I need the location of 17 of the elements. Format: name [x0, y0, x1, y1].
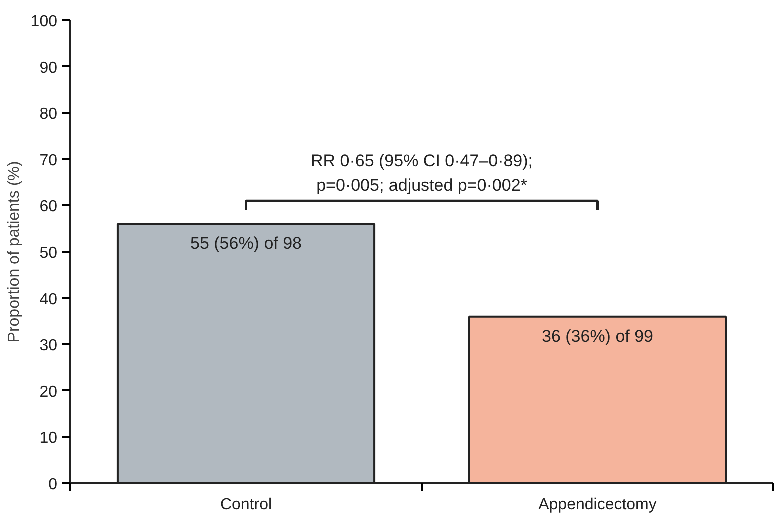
y-tick-label: 60 [40, 198, 58, 216]
annotation: RR 0·65 (95% CI 0·47–0·89); p=0·005; adjusted p=0·002* [310, 151, 534, 196]
data-label: 36 (36%) of 99 [542, 326, 654, 346]
y-tick-label: 30 [40, 338, 58, 355]
y-tick-label: 20 [40, 384, 58, 401]
data-label: 55 (56%) of 98 [190, 234, 302, 254]
y-tick-label: 50 [40, 245, 58, 262]
y-axis-title: Proportion of patients (%) [6, 161, 23, 343]
y-tick-label: 70 [40, 152, 58, 170]
x-tick-label: Control [220, 496, 272, 514]
y-tick-label: 100 [30, 14, 58, 30]
y-tick-label: 90 [40, 60, 58, 77]
y-tick-label: 40 [40, 291, 58, 308]
y-tick-label: 10 [40, 430, 58, 448]
x-tick-label: Appendicectomy [538, 496, 657, 514]
y-tick-label: 80 [40, 106, 58, 124]
y-tick-label: 0 [48, 476, 58, 494]
